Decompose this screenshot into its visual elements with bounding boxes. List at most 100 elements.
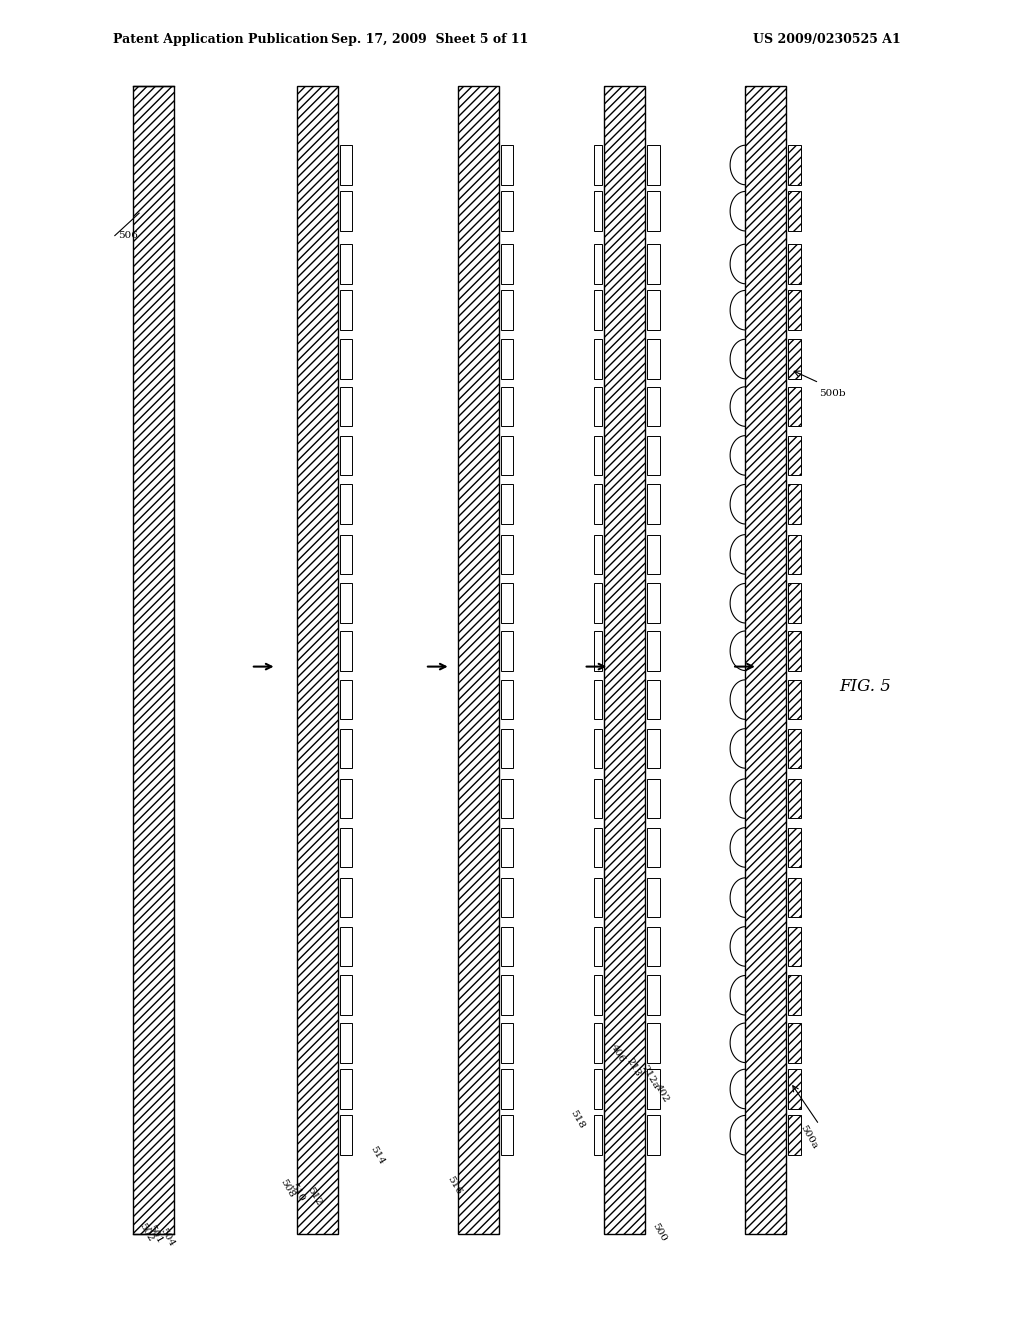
Bar — [788, 290, 801, 330]
Bar — [594, 191, 602, 231]
Bar — [594, 244, 602, 284]
Bar — [340, 583, 352, 623]
Bar — [647, 878, 659, 917]
Bar — [340, 191, 352, 231]
Text: 516: 516 — [445, 1175, 463, 1197]
Bar — [594, 680, 602, 719]
Text: 508: 508 — [279, 1177, 296, 1200]
Bar — [788, 1115, 801, 1155]
Bar — [594, 535, 602, 574]
Bar — [788, 779, 801, 818]
Bar — [340, 1069, 352, 1109]
Bar — [340, 1023, 352, 1063]
Bar — [458, 86, 499, 1234]
Bar — [340, 779, 352, 818]
Bar — [501, 975, 513, 1015]
Text: 406: 406 — [609, 1043, 627, 1065]
Bar — [340, 828, 352, 867]
Bar — [501, 631, 513, 671]
Bar — [501, 779, 513, 818]
Bar — [340, 339, 352, 379]
Bar — [501, 436, 513, 475]
Bar — [594, 779, 602, 818]
Bar — [788, 484, 801, 524]
Bar — [594, 436, 602, 475]
Bar — [788, 191, 801, 231]
Bar — [594, 828, 602, 867]
Text: 518: 518 — [568, 1109, 586, 1131]
Text: 510: 510 — [289, 1181, 306, 1204]
Bar — [594, 927, 602, 966]
Bar — [501, 583, 513, 623]
Bar — [788, 878, 801, 917]
Bar — [647, 1115, 659, 1155]
Bar — [788, 583, 801, 623]
Bar — [788, 244, 801, 284]
Bar — [788, 535, 801, 574]
Bar — [745, 86, 786, 1234]
Bar — [594, 975, 602, 1015]
Bar — [647, 1069, 659, 1109]
Text: 402: 402 — [653, 1082, 671, 1105]
Bar — [340, 244, 352, 284]
Bar — [133, 86, 174, 1234]
Text: 504: 504 — [158, 1226, 176, 1249]
Bar — [594, 145, 602, 185]
Bar — [340, 145, 352, 185]
Bar — [501, 878, 513, 917]
Bar — [594, 729, 602, 768]
Text: 213: 213 — [625, 1056, 642, 1078]
Bar — [501, 729, 513, 768]
Bar — [647, 290, 659, 330]
Bar — [340, 631, 352, 671]
Bar — [647, 583, 659, 623]
Text: 502: 502 — [137, 1221, 156, 1243]
Bar — [647, 535, 659, 574]
Text: 212a: 212a — [640, 1064, 660, 1092]
Bar — [594, 339, 602, 379]
Bar — [501, 484, 513, 524]
Bar — [501, 1115, 513, 1155]
Bar — [788, 436, 801, 475]
Bar — [788, 729, 801, 768]
Bar — [647, 779, 659, 818]
Bar — [788, 927, 801, 966]
Bar — [647, 387, 659, 426]
Bar — [788, 339, 801, 379]
Bar — [501, 290, 513, 330]
Bar — [501, 927, 513, 966]
Text: 500: 500 — [650, 1221, 668, 1243]
Bar — [501, 1069, 513, 1109]
Bar — [788, 1023, 801, 1063]
Text: Sep. 17, 2009  Sheet 5 of 11: Sep. 17, 2009 Sheet 5 of 11 — [332, 33, 528, 46]
Bar — [340, 535, 352, 574]
Bar — [647, 828, 659, 867]
Bar — [604, 86, 645, 1234]
Text: 500a: 500a — [799, 1123, 819, 1151]
Bar — [647, 484, 659, 524]
Bar — [788, 631, 801, 671]
Bar — [501, 1023, 513, 1063]
Bar — [647, 975, 659, 1015]
Bar — [594, 484, 602, 524]
Bar — [594, 1069, 602, 1109]
Bar — [594, 878, 602, 917]
Bar — [788, 1069, 801, 1109]
Bar — [340, 975, 352, 1015]
Text: US 2009/0230525 A1: US 2009/0230525 A1 — [754, 33, 901, 46]
Bar — [594, 290, 602, 330]
Bar — [788, 828, 801, 867]
Bar — [340, 387, 352, 426]
Bar — [788, 680, 801, 719]
Bar — [647, 436, 659, 475]
Text: 514: 514 — [369, 1144, 386, 1167]
Bar — [501, 244, 513, 284]
Bar — [647, 927, 659, 966]
Bar — [647, 244, 659, 284]
Text: 500b: 500b — [819, 389, 846, 399]
Bar — [340, 927, 352, 966]
Bar — [594, 1023, 602, 1063]
Bar — [501, 145, 513, 185]
Text: 512: 512 — [305, 1185, 323, 1208]
Bar — [501, 680, 513, 719]
